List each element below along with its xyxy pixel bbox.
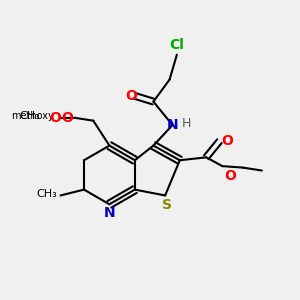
Text: O: O: [49, 111, 61, 125]
Text: O: O: [224, 169, 236, 183]
Text: S: S: [162, 198, 172, 212]
Text: O: O: [61, 111, 73, 125]
Text: CH₃: CH₃: [37, 189, 58, 199]
Text: methoxy: methoxy: [11, 111, 54, 121]
Text: N: N: [167, 118, 178, 132]
Text: N: N: [103, 206, 115, 220]
Text: Cl: Cl: [169, 38, 184, 52]
Text: O: O: [125, 89, 137, 103]
Text: O: O: [221, 134, 233, 148]
Text: CH₃: CH₃: [20, 111, 40, 121]
Text: H: H: [182, 117, 191, 130]
